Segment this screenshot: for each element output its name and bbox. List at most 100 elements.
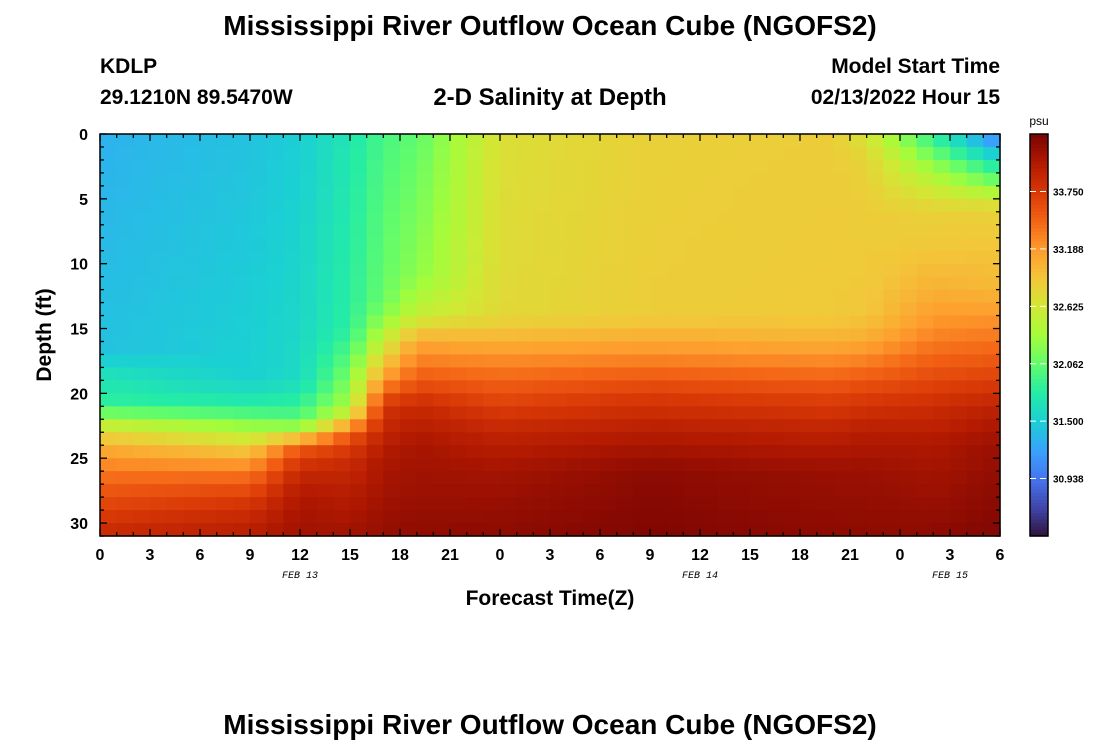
heatmap-cell [700,198,718,213]
heatmap-cell [733,211,751,226]
heatmap-cell [150,134,168,148]
heatmap-cell [483,198,501,213]
heatmap-cell [516,432,534,446]
heatmap-cell [666,263,684,278]
heatmap-cell [333,250,351,265]
heatmap-cell [350,419,368,433]
heatmap-cell [533,354,551,369]
heatmap-cell [450,302,468,317]
heatmap-cell [233,471,251,485]
heatmap-cell [866,146,884,161]
heatmap-cell [283,419,301,433]
heatmap-cell [483,134,501,148]
heatmap-cell [500,445,518,459]
heatmap-cell [683,289,701,304]
heatmap-cell [816,172,834,187]
heatmap-cell [550,146,568,161]
heatmap-cell [333,471,351,485]
heatmap-cell [350,367,368,381]
heatmap-cell [266,211,284,226]
heatmap-cell [250,354,268,369]
colorbar-segment [1030,247,1048,252]
heatmap-cell [266,263,284,278]
heatmap-cell [250,302,268,317]
heatmap-cell [883,445,901,459]
heatmap-cell [183,406,201,420]
heatmap-cell [950,185,968,200]
heatmap-cell [866,406,884,420]
heatmap-cell [150,393,168,407]
heatmap-cell [616,146,634,161]
heatmap-cell [300,185,318,200]
colorbar-segment [1030,274,1048,279]
heatmap-cell [383,432,401,446]
heatmap-cell [283,458,301,472]
heatmap-cell [533,172,551,187]
heatmap-cell [316,354,334,369]
heatmap-cell [766,380,784,394]
heatmap-cell [616,341,634,356]
heatmap-cell [866,224,884,239]
heatmap-cell [883,134,901,148]
heatmap-cell [516,172,534,187]
heatmap-cell [100,380,118,394]
heatmap-cell [900,263,918,278]
heatmap-cell [383,341,401,356]
heatmap-cell [433,134,451,148]
heatmap-cell [600,328,618,343]
heatmap-cell [200,315,218,330]
colorbar-tick-label: 31.500 [1053,417,1084,428]
heatmap-cell [350,224,368,239]
heatmap-cell [916,458,934,472]
heatmap-cell [650,380,668,394]
heatmap-cell [633,445,651,459]
heatmap-cell [783,510,801,524]
x-tick-label: 0 [96,547,105,564]
heatmap-cell [166,315,184,330]
heatmap-cell [250,419,268,433]
heatmap-cell [866,380,884,394]
heatmap-cell [566,328,584,343]
heatmap-cell [466,393,484,407]
heatmap-cell [833,302,851,317]
heatmap-cell [316,224,334,239]
heatmap-cell [533,276,551,291]
heatmap-cell [466,198,484,213]
heatmap-cell [133,523,151,537]
colorbar-segment [1030,502,1048,507]
heatmap-cell [466,484,484,498]
heatmap-cell [133,445,151,459]
heatmap-cell [250,172,268,187]
heatmap-cell [400,302,418,317]
heatmap-cell [200,497,218,511]
heatmap-cell [200,432,218,446]
heatmap-cell [166,289,184,304]
heatmap-cell [233,354,251,369]
heatmap-cell [433,354,451,369]
colorbar-segment [1030,298,1048,303]
heatmap-cell [750,134,768,148]
heatmap-cell [833,419,851,433]
heatmap-cell [850,523,868,537]
heatmap-cell [800,354,818,369]
heatmap-cell [116,341,134,356]
heatmap-cell [450,432,468,446]
heatmap-cell [516,393,534,407]
heatmap-cell [616,198,634,213]
heatmap-cell [483,341,501,356]
heatmap-cell [150,198,168,213]
station-coordinates: 29.1210N 89.5470W [100,86,293,109]
heatmap-cell [100,367,118,381]
heatmap-cell [883,185,901,200]
heatmap-cell [733,250,751,265]
heatmap-cell [766,302,784,317]
heatmap-cell [133,341,151,356]
heatmap-cell [433,302,451,317]
heatmap-cell [400,315,418,330]
heatmap-cell [633,484,651,498]
heatmap-cell [816,250,834,265]
heatmap-cell [300,134,318,148]
heatmap-cell [150,419,168,433]
heatmap-cell [633,497,651,511]
heatmap-cell [133,484,151,498]
